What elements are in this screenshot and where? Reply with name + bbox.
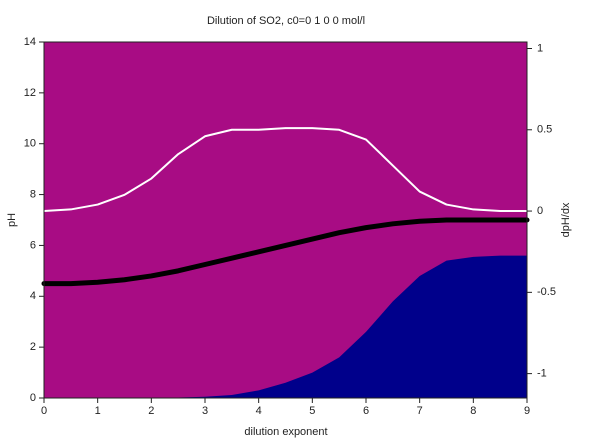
y2-tick-label: 1: [537, 42, 543, 54]
x-axis-label: dilution exponent: [244, 426, 327, 438]
y-tick-label: 14: [24, 36, 36, 48]
y2-tick-label: -1: [537, 368, 547, 380]
y-tick-label: 12: [24, 87, 36, 99]
x-tick-label: 8: [470, 405, 476, 417]
y2-tick-label: -0.5: [537, 286, 556, 298]
y-axis-label: pH: [6, 213, 18, 227]
y-tick-label: 0: [30, 392, 36, 404]
y-tick-label: 4: [30, 290, 36, 302]
y2-axis-label: dpH/dx: [560, 202, 572, 237]
area: [44, 255, 527, 398]
x-tick-label: 9: [524, 405, 530, 417]
x-tick-label: 4: [256, 405, 262, 417]
y-tick-label: 2: [30, 341, 36, 353]
x-tick-label: 5: [309, 405, 315, 417]
chart-title: Dilution of SO2, c0=0 1 0 0 mol/l: [207, 15, 365, 27]
plot-frame: [43, 41, 528, 399]
x-tick-label: 2: [148, 405, 154, 417]
x-tick-label: 6: [363, 405, 369, 417]
y-tick-label: 6: [30, 239, 36, 251]
y-tick-label: 10: [24, 138, 36, 150]
x-tick-label: 7: [417, 405, 423, 417]
y-tick-label: 8: [30, 188, 36, 200]
x-tick-label: 1: [95, 405, 101, 417]
x-tick-label: 3: [202, 405, 208, 417]
y2-tick-label: 0.5: [537, 124, 552, 136]
line: [41, 217, 530, 287]
y2-tick-label: 0: [537, 205, 543, 217]
line: [43, 127, 528, 213]
x-tick-label: 0: [41, 405, 47, 417]
